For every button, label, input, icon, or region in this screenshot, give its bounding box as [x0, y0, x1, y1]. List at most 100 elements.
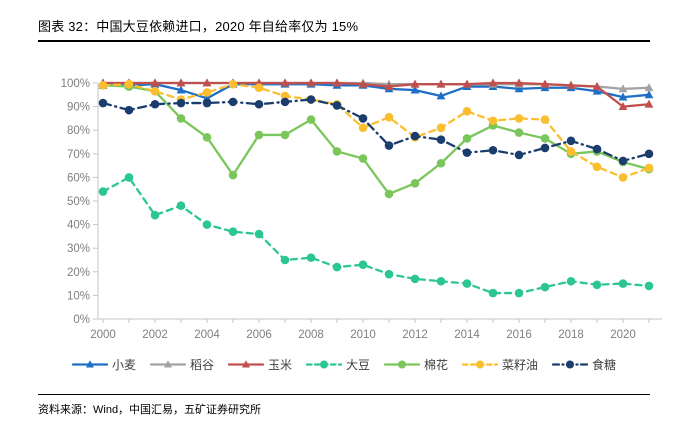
data-point-marker [124, 105, 134, 115]
data-point-marker [514, 114, 524, 123]
x-tick-label: 2020 [610, 329, 636, 341]
data-point-marker [618, 279, 628, 288]
data-point-marker [540, 143, 550, 153]
data-point-marker [98, 81, 108, 90]
data-point-marker [358, 123, 368, 133]
legend-item-cotton: 棉花 [384, 356, 448, 373]
y-tick-label: 40% [67, 220, 90, 232]
source-note: 资料来源：Wind，中国汇易，五矿证券研究所 [38, 404, 262, 416]
legend-item-corn: 玉米 [227, 356, 292, 373]
data-point-marker [436, 79, 446, 88]
legend-swatch-soybean [305, 360, 342, 369]
data-point-marker [202, 88, 212, 97]
data-point-marker [306, 95, 316, 104]
legend-label-wheat: 小麦 [111, 358, 136, 372]
data-point-marker [566, 136, 576, 146]
data-point-marker [540, 282, 550, 292]
figure-title: 图表 32：中国大豆依赖进口，2020 年自给率仅为 15% [38, 19, 359, 34]
data-point-marker [124, 79, 134, 89]
data-point-marker [618, 102, 628, 110]
y-tick-label: 60% [67, 172, 90, 184]
legend-item-soybean: 大豆 [305, 356, 370, 373]
data-point-marker [566, 80, 576, 89]
x-tick-label: 2006 [246, 329, 272, 341]
data-point-marker [410, 179, 420, 188]
data-point-marker [332, 147, 342, 156]
data-point-marker [228, 97, 238, 107]
data-point-marker [384, 141, 394, 150]
series-line-sugar [101, 98, 651, 163]
x-tick-label: 2000 [90, 329, 116, 341]
data-point-marker [398, 360, 406, 369]
data-point-marker [514, 150, 524, 160]
data-point-marker [254, 99, 264, 109]
legend-item-sugar: 食糖 [552, 356, 616, 373]
data-point-marker [566, 360, 575, 369]
data-point-marker [384, 189, 394, 199]
data-point-marker [384, 269, 394, 279]
legend-label-rapeseed-oil: 菜籽油 [502, 358, 539, 372]
data-point-marker [358, 79, 368, 88]
data-point-marker [436, 123, 446, 133]
data-point-marker [358, 260, 368, 270]
data-point-marker [436, 135, 446, 144]
data-point-marker [618, 84, 628, 93]
x-tick-label: 2002 [142, 329, 168, 341]
y-tick-label: 90% [67, 102, 90, 114]
data-point-marker [358, 154, 368, 163]
data-point-marker [384, 112, 394, 122]
data-point-marker [280, 255, 290, 265]
data-point-marker [332, 101, 342, 110]
data-point-marker [280, 78, 290, 87]
legend-label-cotton: 棉花 [424, 358, 449, 372]
x-tick-label: 2004 [194, 329, 220, 341]
data-point-marker [488, 116, 498, 126]
data-point-marker [280, 91, 290, 101]
y-tick-label: 80% [67, 125, 90, 137]
y-tick-label: 30% [67, 243, 90, 255]
legend-swatch-rice [149, 360, 186, 368]
data-point-marker [150, 86, 160, 96]
data-point-marker [592, 162, 602, 172]
line-chart: 0% 10% 20% 30% 40% 50% 60% 70% 80% 90% 100% 2000 200… [0, 52, 688, 352]
chart-canvas: 0% 10% 20% 30% 40% 50% 60% 70% 80% 90% 100% 2000 200… [61, 78, 662, 341]
data-point-marker [514, 288, 524, 298]
data-point-marker [462, 79, 472, 88]
data-point-marker [462, 279, 472, 288]
data-point-marker [592, 280, 602, 290]
data-point-marker [228, 227, 238, 236]
data-point-marker [306, 253, 316, 262]
legend-label-corn: 玉米 [267, 358, 292, 372]
legend-swatch-rapeseed-oil [462, 360, 499, 369]
data-point-marker [98, 98, 108, 108]
data-point-marker [462, 134, 472, 143]
data-point-marker [410, 79, 420, 88]
data-point-marker [176, 78, 186, 87]
series-sugar [98, 95, 654, 166]
data-point-marker [488, 78, 498, 87]
x-tick-label: 2018 [558, 329, 584, 341]
data-point-marker [150, 99, 160, 109]
legend-item-rice: 稻谷 [149, 356, 214, 373]
series-line-soybean [101, 176, 651, 295]
data-point-marker [176, 98, 186, 108]
data-point-marker [592, 144, 602, 154]
data-point-marker [306, 78, 316, 87]
legend-swatch-sugar [552, 360, 589, 369]
title-divider [38, 40, 650, 42]
data-point-marker [462, 148, 472, 157]
data-point-marker [163, 360, 172, 368]
data-point-marker [410, 85, 420, 94]
series-line-wheat [101, 83, 651, 100]
data-point-marker [332, 78, 342, 87]
source-divider [38, 394, 650, 395]
data-point-marker [202, 98, 212, 108]
data-point-marker [514, 84, 524, 93]
data-point-marker [202, 78, 212, 87]
data-point-marker [228, 170, 238, 180]
series-line-rapeseed-oil [101, 83, 651, 179]
data-point-marker [384, 81, 394, 90]
data-point-marker [436, 158, 446, 168]
data-point-marker [280, 97, 290, 107]
